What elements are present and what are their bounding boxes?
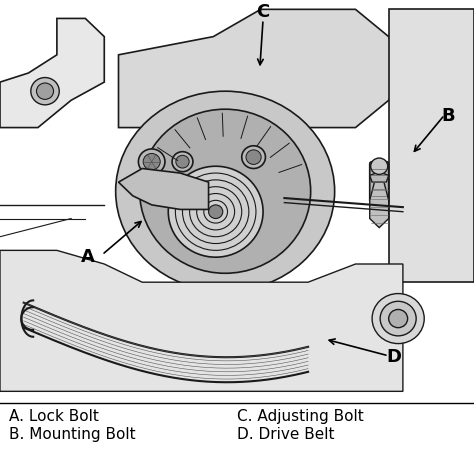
Text: A: A [81, 248, 95, 266]
Polygon shape [389, 10, 474, 282]
Circle shape [246, 150, 261, 164]
Circle shape [372, 293, 424, 344]
FancyBboxPatch shape [370, 162, 389, 202]
Text: D: D [386, 348, 401, 366]
Circle shape [176, 155, 189, 168]
Text: C. Adjusting Bolt: C. Adjusting Bolt [237, 409, 364, 424]
Circle shape [140, 109, 310, 273]
Text: D. Drive Belt: D. Drive Belt [237, 427, 335, 442]
Text: B: B [441, 107, 455, 125]
Ellipse shape [116, 91, 335, 291]
Circle shape [380, 301, 416, 336]
Circle shape [172, 152, 193, 172]
Polygon shape [0, 250, 403, 391]
Polygon shape [118, 10, 403, 127]
Circle shape [31, 77, 59, 105]
Circle shape [371, 158, 388, 174]
Text: A. Lock Bolt: A. Lock Bolt [9, 409, 100, 424]
Circle shape [138, 149, 165, 174]
Circle shape [209, 205, 223, 218]
Polygon shape [370, 182, 389, 228]
Circle shape [143, 153, 160, 170]
Circle shape [36, 83, 54, 99]
Text: C: C [256, 3, 270, 20]
Circle shape [389, 309, 408, 328]
Polygon shape [370, 172, 389, 182]
Circle shape [242, 146, 265, 168]
Polygon shape [0, 19, 104, 127]
Polygon shape [118, 168, 209, 209]
Circle shape [168, 166, 263, 257]
Text: B. Mounting Bolt: B. Mounting Bolt [9, 427, 136, 442]
